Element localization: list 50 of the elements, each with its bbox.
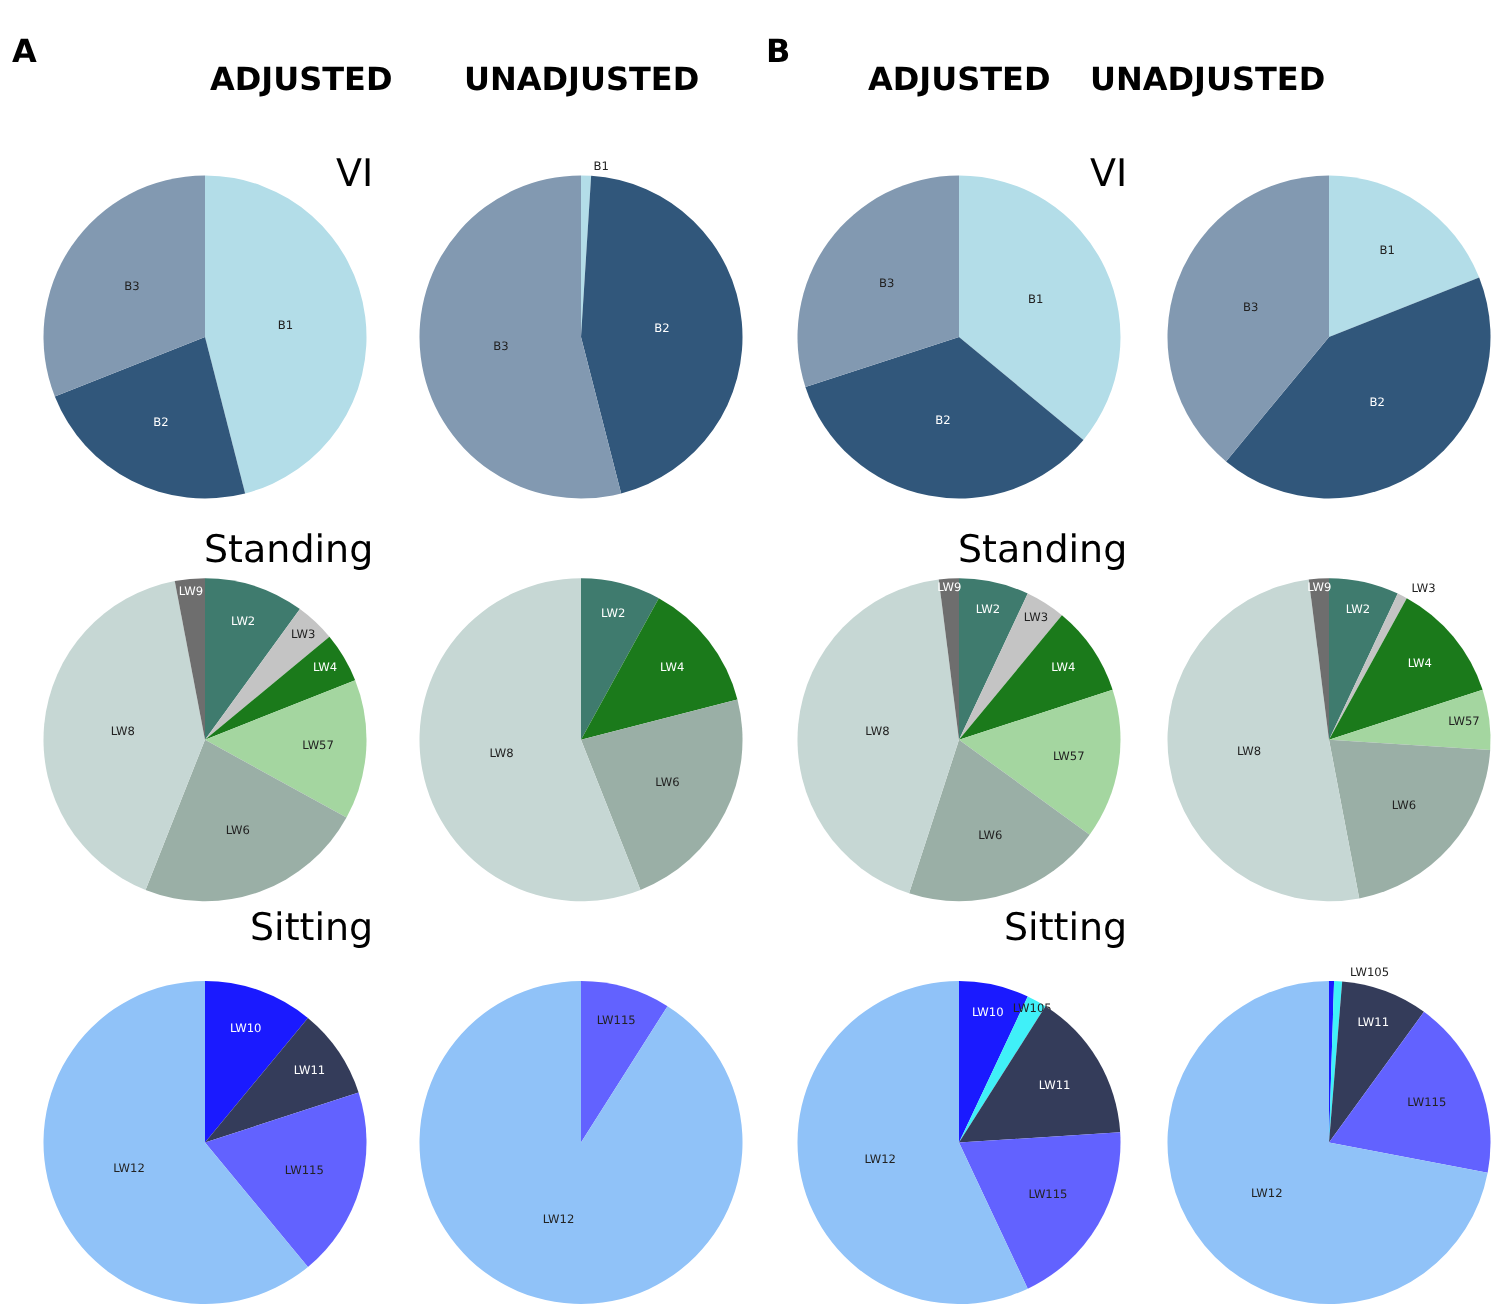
pie-slice <box>1329 1011 1491 1173</box>
pie-slice <box>581 578 659 740</box>
pie-slice <box>581 175 743 494</box>
pie-slice <box>959 689 1121 835</box>
pie-slice <box>1167 981 1488 1304</box>
pie-slice <box>909 739 1090 901</box>
chart-subtitle: Standing <box>204 528 374 572</box>
chart-subtitle: Sitting <box>250 906 374 950</box>
pie-slice <box>419 175 622 499</box>
pie-slice <box>43 175 205 397</box>
pie-slice <box>959 615 1113 740</box>
chart-title: UNADJUSTED <box>1090 60 1326 98</box>
chart-title: ADJUSTED <box>868 60 1051 98</box>
pie-slice <box>54 336 246 499</box>
pie-slice <box>1329 175 1480 337</box>
pie-slice <box>1329 689 1491 750</box>
text: B <box>766 32 791 70</box>
pie-slice <box>797 579 959 894</box>
chart-subtitle: VI <box>336 152 374 196</box>
pie-slice <box>43 581 205 890</box>
pie-slice <box>938 578 959 740</box>
pie-slice <box>1308 578 1329 740</box>
pie-slice <box>205 1092 367 1267</box>
pie-slice <box>805 336 1084 499</box>
pie-slice <box>581 598 738 740</box>
pie-slice <box>1329 578 1398 740</box>
pie-slice <box>1226 277 1491 499</box>
pie-slice <box>419 981 743 1304</box>
pie-slice <box>959 1006 1121 1143</box>
chart-subtitle: Sitting <box>1004 906 1128 950</box>
chart-title: ADJUSTED <box>210 60 393 98</box>
pie-slice <box>959 1132 1121 1289</box>
chart-subtitle: Standing <box>958 528 1128 572</box>
pie-slice <box>1329 739 1491 899</box>
pie-slice <box>145 739 347 902</box>
pie-slice <box>1329 598 1483 740</box>
pie-slice <box>419 578 641 902</box>
pie-slice <box>1167 175 1329 462</box>
pie-slice <box>205 1018 359 1143</box>
pie-slice <box>205 636 356 740</box>
pie-slice <box>581 699 743 890</box>
pie-slice <box>1329 593 1407 740</box>
pie-slice <box>205 680 367 818</box>
chart-subtitle: VI <box>1090 152 1128 196</box>
chart-title: UNADJUSTED <box>464 60 700 98</box>
pie-slice <box>174 578 205 740</box>
pie-slice <box>959 578 1028 740</box>
text: A <box>12 32 38 70</box>
pie-slice <box>581 981 668 1143</box>
pie-slice <box>797 175 959 387</box>
